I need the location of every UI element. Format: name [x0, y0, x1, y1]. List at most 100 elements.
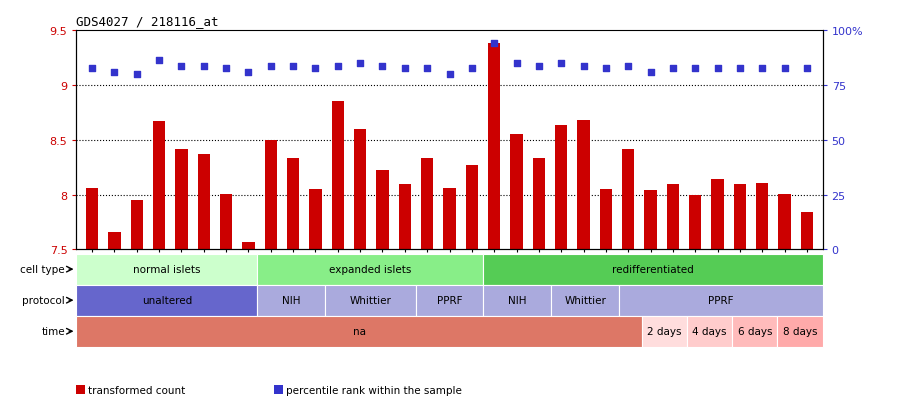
Text: 2 days: 2 days: [647, 326, 681, 337]
Point: [688, 66, 702, 73]
Bar: [690, 195, 701, 250]
Bar: [619, 285, 823, 316]
Point: [241, 69, 255, 76]
Point: [308, 66, 323, 73]
Bar: [332, 102, 344, 250]
Point: [353, 61, 368, 67]
Point: [397, 66, 412, 73]
Point: [85, 66, 99, 73]
Bar: [257, 254, 484, 285]
Bar: [533, 159, 545, 250]
Text: 4 days: 4 days: [692, 326, 726, 337]
Bar: [687, 316, 732, 347]
Point: [755, 66, 770, 73]
Text: cell type: cell type: [21, 264, 65, 275]
Bar: [466, 166, 478, 250]
Point: [263, 64, 278, 70]
Text: PPRF: PPRF: [437, 295, 462, 306]
Point: [465, 66, 479, 73]
Text: 6 days: 6 days: [737, 326, 772, 337]
Bar: [779, 194, 791, 250]
Bar: [443, 189, 456, 250]
Bar: [130, 201, 143, 250]
Bar: [86, 189, 98, 250]
Point: [531, 64, 546, 70]
Point: [218, 66, 233, 73]
Text: transformed count: transformed count: [88, 385, 185, 395]
Bar: [108, 233, 120, 250]
Text: NIH: NIH: [282, 295, 300, 306]
Bar: [484, 254, 823, 285]
Bar: [325, 285, 415, 316]
Bar: [555, 126, 567, 250]
Point: [666, 66, 681, 73]
Point: [554, 61, 568, 67]
Bar: [484, 285, 551, 316]
Point: [710, 66, 725, 73]
Bar: [488, 44, 501, 250]
Point: [599, 66, 613, 73]
Text: Whittier: Whittier: [350, 295, 391, 306]
Point: [331, 64, 345, 70]
Bar: [642, 316, 687, 347]
Bar: [801, 213, 813, 250]
Text: unaltered: unaltered: [142, 295, 192, 306]
Text: na: na: [352, 326, 366, 337]
Bar: [220, 194, 232, 250]
Text: protocol: protocol: [22, 295, 65, 306]
Bar: [309, 190, 322, 250]
Point: [800, 66, 814, 73]
Bar: [76, 254, 257, 285]
Bar: [243, 242, 254, 250]
Bar: [415, 285, 484, 316]
Text: NIH: NIH: [508, 295, 527, 306]
Point: [420, 66, 434, 73]
Point: [442, 71, 457, 78]
Text: Whittier: Whittier: [565, 295, 606, 306]
Bar: [778, 316, 823, 347]
Bar: [287, 159, 299, 250]
Bar: [398, 184, 411, 250]
Bar: [153, 122, 165, 250]
Point: [152, 57, 166, 64]
Point: [107, 69, 121, 76]
Bar: [645, 191, 656, 250]
Point: [286, 64, 300, 70]
Bar: [756, 183, 769, 250]
Bar: [198, 154, 209, 250]
Point: [375, 64, 389, 70]
Bar: [600, 190, 612, 250]
Bar: [577, 121, 590, 250]
Point: [174, 64, 189, 70]
Point: [197, 64, 211, 70]
Bar: [175, 149, 188, 250]
Text: expanded islets: expanded islets: [329, 264, 412, 275]
Bar: [551, 285, 619, 316]
Point: [129, 71, 144, 78]
Bar: [264, 140, 277, 250]
Text: GDS4027 / 218116_at: GDS4027 / 218116_at: [76, 15, 219, 28]
Bar: [421, 159, 433, 250]
Point: [576, 64, 591, 70]
Bar: [76, 285, 257, 316]
Bar: [511, 135, 522, 250]
Point: [644, 69, 658, 76]
Text: 8 days: 8 days: [783, 326, 817, 337]
Bar: [711, 180, 724, 250]
Text: PPRF: PPRF: [708, 295, 734, 306]
Bar: [257, 285, 325, 316]
Point: [778, 66, 792, 73]
Point: [733, 66, 747, 73]
Point: [621, 64, 636, 70]
Bar: [354, 130, 366, 250]
Text: percentile rank within the sample: percentile rank within the sample: [286, 385, 462, 395]
Bar: [734, 184, 746, 250]
Point: [510, 61, 524, 67]
Bar: [622, 149, 635, 250]
Point: [487, 41, 502, 47]
Text: redifferentiated: redifferentiated: [612, 264, 694, 275]
Bar: [76, 316, 642, 347]
Bar: [732, 316, 778, 347]
Bar: [667, 184, 679, 250]
Text: normal islets: normal islets: [133, 264, 200, 275]
